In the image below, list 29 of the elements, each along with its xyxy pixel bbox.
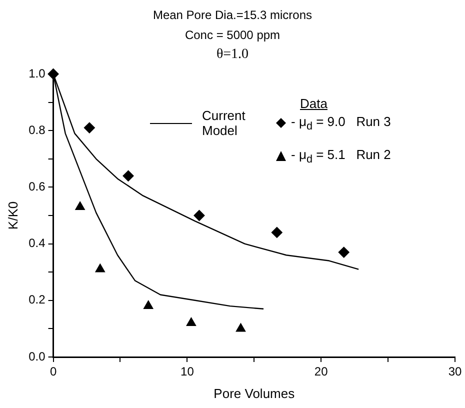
legend-label: - μ$_{d}$ = 9.0 Run 3	[291, 114, 391, 133]
point	[122, 170, 134, 182]
legend-title: Data	[300, 96, 328, 111]
y-axis-title: K/K0	[5, 201, 20, 230]
point	[75, 202, 85, 210]
x-axis-title: Pore Volumes	[214, 386, 296, 401]
legend-label: Current Model	[202, 108, 246, 138]
x-tick-label: 0	[50, 364, 57, 379]
y-tick-label: 1.0	[28, 66, 46, 80]
point	[95, 264, 105, 272]
x-tick-label: 30	[448, 364, 462, 379]
point	[236, 323, 246, 332]
y-tick-label: 0.0	[28, 349, 46, 364]
chart-title: Mean Pore Dia.=15.3 microns	[152, 8, 314, 22]
chart-subtitle: Conc = 5000 ppm	[184, 28, 282, 42]
y-tick-label: 0.8	[28, 122, 46, 137]
point	[186, 318, 196, 326]
point	[84, 122, 95, 134]
point	[271, 226, 282, 238]
x-tick-label: 20	[314, 364, 328, 379]
text: θ=1.0	[215, 47, 250, 63]
point	[144, 300, 154, 310]
point	[338, 246, 350, 258]
y-tick-label: 0.4	[28, 236, 46, 250]
y-tick-label: 0.6	[28, 180, 46, 194]
y-tick-label: 0.2	[28, 292, 46, 307]
legend-label: - μ$_{d}$ = 5.1 Run 2	[291, 147, 391, 166]
x-tick-label: 10	[180, 364, 194, 379]
point	[194, 210, 205, 221]
